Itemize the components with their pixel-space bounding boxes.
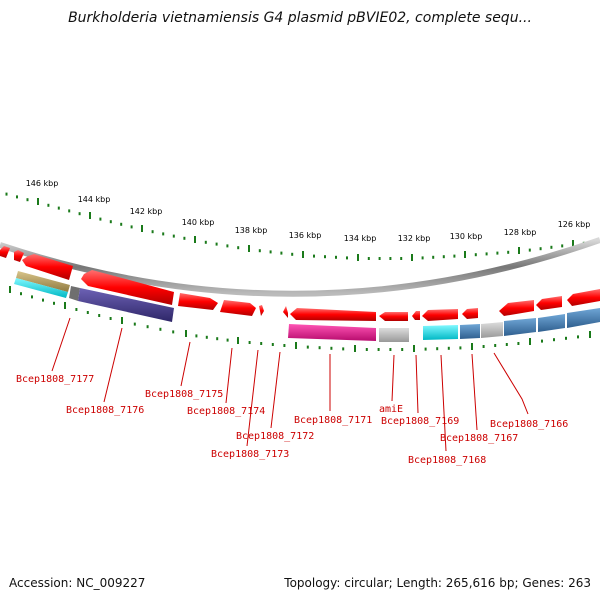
gene-arrow[interactable] [422,309,458,321]
scale-ticks [5,192,596,352]
feature-bar-olive[interactable] [16,271,70,292]
gene-arrow[interactable] [0,246,10,258]
scale-tick-label: 138 kbp [235,226,268,235]
feature-bar-steelblue[interactable] [567,308,600,328]
gene-label[interactable]: Bcep1808_7177 [16,374,94,385]
gene-arrow[interactable] [81,270,174,305]
gene-arrow[interactable] [178,293,218,310]
feature-bar-purple[interactable] [78,288,174,322]
gene-label[interactable]: Bcep1808_7171 [294,415,372,426]
plasmid-backbone [0,237,600,297]
gene-label[interactable]: Bcep1808_7173 [211,449,289,460]
gene-label[interactable]: Bcep1808_7174 [187,406,265,417]
feature-bar-steelblue[interactable] [538,314,565,332]
scale-tick-label: 132 kbp [398,234,431,243]
feature-bar-cyan[interactable] [14,278,68,298]
scale-tick-label: 146 kbp [26,179,59,188]
leader-line [493,352,529,415]
leader-line [51,317,71,372]
leader-line [225,347,233,404]
scale-tick-label: 130 kbp [450,232,483,241]
gene-label[interactable]: Bcep1808_7168 [408,455,486,466]
leader-line [246,349,259,447]
gene-arrow[interactable] [14,250,24,262]
gene-label[interactable]: Bcep1808_7175 [145,389,223,400]
feature-bar-steelblue[interactable] [504,318,536,336]
leader-line [180,341,191,387]
scale-tick-label: 126 kbp [558,220,591,229]
leader-line [270,351,281,429]
scale-tick-label: 134 kbp [344,234,377,243]
leader-line [471,353,478,431]
scale-tick-label: 136 kbp [289,231,322,240]
gene-arrow[interactable] [290,308,376,321]
feature-bar-gray[interactable] [69,286,80,301]
topology-text: Topology: circular; Length: 265,616 bp; … [284,576,591,590]
scale-tick-label: 144 kbp [78,195,111,204]
gene-label[interactable]: amiE [379,404,403,415]
feature-bar-light-gray[interactable] [379,328,409,342]
gene-arrow[interactable] [22,254,73,280]
gene-arrow[interactable] [567,289,600,306]
scale-tick-label: 128 kbp [504,228,537,237]
feature-bar-cyan[interactable] [423,325,458,340]
feature-bar-steelblue[interactable] [460,324,480,339]
forward-strand-genes [0,246,600,321]
accession-text: Accession: NC_009227 [9,576,146,590]
scale-labels: 146 kbp 144 kbp 142 kbp 140 kbp 138 kbp 136 k… [26,179,591,243]
gene-arrow[interactable] [412,311,420,320]
leader-line [103,327,123,403]
gene-arrow[interactable] [259,305,264,316]
gene-label[interactable]: Bcep1808_7167 [440,433,518,444]
label-leader-lines [51,317,529,452]
gene-arrow[interactable] [379,312,408,321]
gene-label[interactable]: Bcep1808_7172 [236,431,314,442]
gene-arrow[interactable] [220,300,256,316]
gene-label[interactable]: Bcep1808_7169 [381,416,459,427]
feature-bars [14,271,600,342]
leader-line [440,354,447,452]
gene-arrow[interactable] [283,306,288,318]
gene-arrow[interactable] [462,308,478,319]
gene-label[interactable]: Bcep1808_7176 [66,405,144,416]
gene-label[interactable]: Bcep1808_7166 [490,419,568,430]
leader-line [391,354,395,402]
leader-line [415,354,419,414]
map-title: Burkholderia vietnamiensis G4 plasmid pB… [68,10,532,26]
scale-tick-label: 142 kbp [130,207,163,216]
feature-bar-magenta[interactable] [288,324,376,341]
gene-arrow[interactable] [536,296,562,310]
gene-arrow[interactable] [499,300,534,316]
scale-tick-label: 140 kbp [182,218,215,227]
feature-bar-light-gray[interactable] [481,322,503,338]
